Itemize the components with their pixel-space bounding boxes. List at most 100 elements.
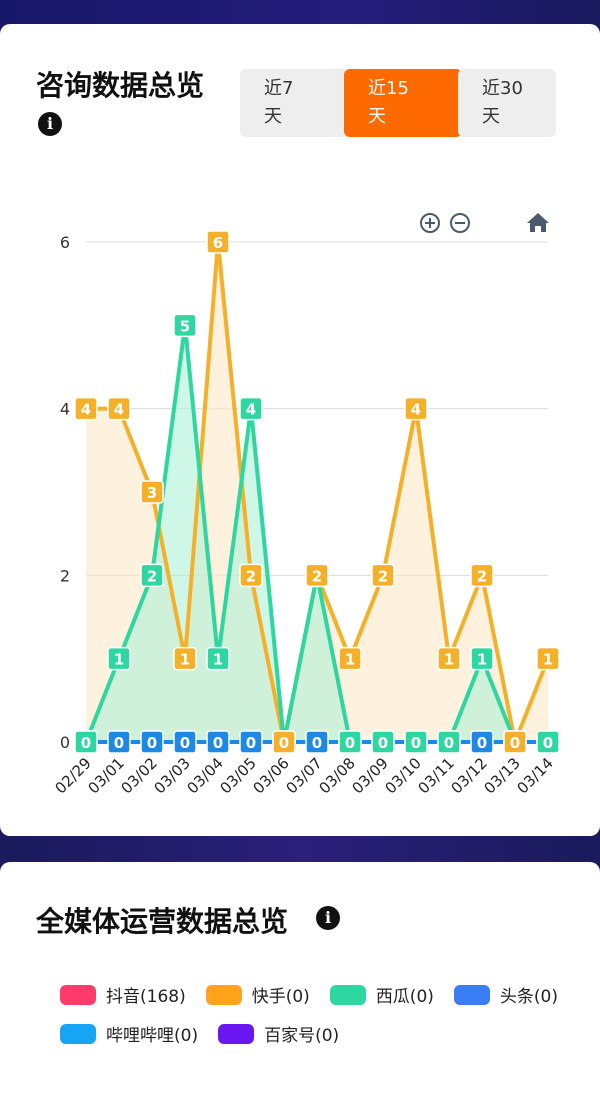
media-overview-title: 全媒体运营数据总览: [36, 905, 289, 938]
data-label-box: [371, 563, 395, 588]
data-label: 1: [213, 651, 223, 669]
data-label-box: [470, 563, 494, 588]
data-label: 1: [114, 651, 124, 669]
legend-swatch: [218, 1023, 255, 1044]
data-label-box: [470, 730, 494, 754]
data-label-box: [305, 730, 329, 754]
data-label: 0: [345, 734, 355, 752]
zoom-out-icon[interactable]: [450, 213, 470, 233]
data-label: 2: [246, 567, 256, 585]
data-label: 0: [114, 734, 124, 752]
x-tick-label: 03/03: [151, 754, 194, 797]
data-label: 0: [477, 734, 487, 752]
data-label-box: [140, 730, 164, 754]
series-area: [86, 325, 548, 742]
home-icon[interactable]: [527, 213, 549, 232]
data-label-box: [272, 730, 296, 754]
data-label-box: [470, 646, 494, 671]
legend-label: 百家号(0): [264, 1026, 340, 1046]
data-label: 6: [213, 234, 223, 252]
data-label: 2: [147, 567, 157, 585]
data-label-box: [239, 730, 263, 754]
legend-swatch: [329, 984, 366, 1005]
x-tick-label: 03/13: [481, 754, 524, 797]
legend-item[interactable]: 抖音(168): [60, 982, 186, 1007]
consult-overview-card: 咨询数据总览 i 近7 天 近15 天 近30 天 0 2 4 6 0 0 0 0 0 0 0 0 0…: [0, 24, 600, 836]
range-30-line1: 近30: [482, 78, 523, 99]
data-label-box: [536, 730, 560, 754]
data-label: 1: [543, 651, 553, 669]
legend-label: 抖音(168): [106, 987, 186, 1007]
data-label: 0: [378, 734, 388, 752]
data-label-box: [107, 730, 131, 754]
data-label-box: [536, 646, 560, 671]
y-tick-label: 2: [60, 566, 70, 585]
legend-label: 头条(0): [499, 987, 558, 1007]
x-tick-label: 03/09: [349, 754, 392, 797]
range-7-days-button[interactable]: 近7 天: [240, 69, 358, 137]
info-icon[interactable]: i: [38, 112, 62, 136]
consult-overview-title: 咨询数据总览: [36, 69, 205, 102]
data-label-box: [239, 563, 263, 588]
x-tick-label: 03/06: [250, 754, 293, 797]
data-label: 0: [246, 734, 256, 752]
data-label: 4: [246, 401, 256, 419]
y-tick-label: 6: [60, 233, 70, 252]
x-tick-label: 02/29: [52, 754, 95, 797]
data-label: 0: [81, 734, 91, 752]
data-label-box: [371, 730, 395, 754]
data-label-box: [206, 230, 230, 254]
data-label: 1: [345, 651, 355, 669]
legend-item[interactable]: 百家号(0): [218, 1021, 339, 1046]
x-tick-label: 03/04: [184, 754, 227, 797]
legend-item[interactable]: 快手(0): [205, 982, 310, 1007]
data-label: 4: [411, 401, 421, 419]
x-tick-label: 03/08: [316, 754, 359, 797]
y-tick-label: 4: [60, 400, 70, 419]
data-label: 0: [312, 734, 322, 752]
range-15-days-button[interactable]: 近15 天: [344, 69, 462, 137]
data-label-box: [140, 480, 164, 504]
data-label: 0: [543, 734, 553, 752]
data-label: 2: [312, 567, 322, 585]
x-tick-label: 03/05: [217, 754, 260, 797]
data-label-box: [74, 730, 98, 754]
range-30-line2: 天: [482, 106, 500, 127]
legend-swatch: [205, 984, 242, 1005]
x-tick-label: 03/07: [283, 754, 326, 797]
data-label: 0: [510, 734, 520, 752]
legend-item[interactable]: 西瓜(0): [329, 982, 434, 1007]
info-icon[interactable]: i: [316, 906, 340, 930]
data-label-box: [239, 396, 263, 421]
x-tick-label: 03/10: [382, 754, 425, 797]
data-label: 5: [180, 317, 190, 335]
media-overview-card: 全媒体运营数据总览 i 抖音(168) 快手(0) 西瓜(0) 头条(0) 哔哩哔哩(0…: [0, 862, 600, 1102]
data-label: 1: [180, 651, 190, 669]
data-label-box: [206, 730, 230, 754]
zoom-in-icon[interactable]: [420, 213, 440, 233]
legend-swatch: [453, 984, 490, 1005]
data-label-box: [140, 563, 164, 588]
data-label: 2: [477, 567, 487, 585]
legend-swatch: [60, 1023, 96, 1044]
data-label-box: [338, 646, 362, 671]
x-tick-label: 03/14: [514, 754, 557, 797]
legend-label: 快手(0): [251, 987, 310, 1007]
legend-swatch: [60, 984, 96, 1005]
data-label: 1: [477, 651, 487, 669]
range-30-days-button[interactable]: 近30 天: [458, 69, 556, 137]
data-label-box: [305, 563, 329, 588]
data-label-box: [173, 730, 197, 754]
data-label: 0: [147, 734, 157, 752]
legend-item[interactable]: 头条(0): [453, 982, 558, 1007]
legend-item[interactable]: 哔哩哔哩(0): [60, 1021, 198, 1046]
data-label: 0: [180, 734, 190, 752]
data-label-box: [437, 730, 461, 754]
range-15-line1: 近15: [368, 78, 409, 99]
data-label: 4: [81, 401, 91, 419]
legend-label: 哔哩哔哩(0): [106, 1026, 199, 1046]
data-label-box: [404, 396, 428, 421]
data-label-box: [206, 646, 230, 671]
data-label: 1: [444, 651, 454, 669]
x-tick-label: 03/11: [415, 754, 458, 797]
